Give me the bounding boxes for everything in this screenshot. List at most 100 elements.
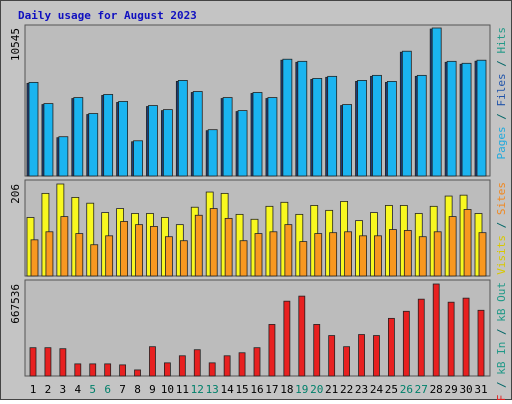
x-tick-label: 31 [474,383,487,396]
bar [446,60,457,177]
x-tick-label: 29 [445,383,458,396]
bar [342,104,353,177]
bar [267,97,278,177]
bar [149,346,156,377]
bar [45,231,54,277]
bar [238,352,246,377]
bar [312,78,323,177]
x-tick-label: 5 [89,383,96,396]
x-tick-label: 25 [385,383,398,396]
bar [162,109,173,177]
bar [252,92,263,177]
x-tick-label: 26 [400,383,413,396]
bar [104,363,112,377]
legend-entry: / [495,215,508,235]
bar [177,80,188,177]
bar [118,101,128,177]
bar [209,208,218,277]
bar [223,355,231,377]
x-tick-label: 2 [45,383,52,396]
bar [328,335,336,377]
bar [254,233,263,277]
bar [327,75,338,177]
bar [44,347,52,377]
bar [268,324,276,377]
x-tick-label: 10 [161,383,174,396]
bar [59,348,67,377]
bar [329,232,338,277]
legend-entry: Files [495,73,508,106]
bar [134,369,141,377]
bar [224,217,233,277]
bar [148,105,158,177]
x-tick-label: 8 [134,383,141,396]
legend-entry: kB Out [495,282,508,322]
bar [58,136,69,177]
x-tick-label: 12 [191,383,204,396]
x-tick-label: 6 [104,383,111,396]
x-tick-label: 9 [149,383,156,396]
bar [103,94,114,177]
bar [194,214,203,277]
bar [133,140,143,177]
bar [237,110,248,177]
x-tick-label: 23 [355,383,368,396]
bar [298,295,306,377]
bar [192,91,203,177]
bar [387,317,395,377]
legend-entry: / [495,375,508,395]
bar [120,221,128,277]
legend-entry: / [495,107,508,127]
bar [299,241,308,277]
bar [344,231,353,277]
legend-entry: Visits [495,235,508,275]
legend-entry: kB In [495,342,508,375]
bar [164,236,173,277]
x-tick-label: 27 [415,383,428,396]
bar [135,224,143,277]
bar [74,363,82,377]
bar [372,74,382,177]
bar [403,230,412,277]
bar [253,347,261,377]
bar [178,355,186,377]
x-tick-label: 19 [295,383,308,396]
bar [314,233,323,277]
bar [239,240,248,277]
legend: kB F / kB In / kB Out [495,282,508,400]
bar [476,59,487,177]
bar [447,301,455,377]
x-tick-label: 24 [370,383,384,396]
bar [448,216,457,277]
x-tick-label: 4 [74,383,81,396]
bar [105,235,114,277]
bar [402,310,410,377]
bar [313,324,321,377]
bar [463,209,472,277]
bar [60,216,69,277]
bar [88,113,99,177]
x-tick-label: 14 [221,383,235,396]
bar [89,363,97,377]
bar [73,97,84,177]
bar [416,74,427,177]
bar [30,239,39,277]
bar [432,283,440,377]
bar [119,364,126,377]
legend-entry: Hits [495,27,508,54]
legend-entry: Pages [495,126,508,159]
bar [462,297,470,377]
legend-entry: / [495,54,508,74]
bar [297,60,308,177]
x-tick-label: 21 [325,383,338,396]
x-tick-label: 20 [310,383,323,396]
bar [222,97,233,177]
bar [90,244,99,277]
bar [207,129,218,177]
x-tick-label: 13 [206,383,219,396]
bar [208,362,216,377]
bar [357,80,367,177]
bar [433,231,442,277]
bar [193,349,201,377]
